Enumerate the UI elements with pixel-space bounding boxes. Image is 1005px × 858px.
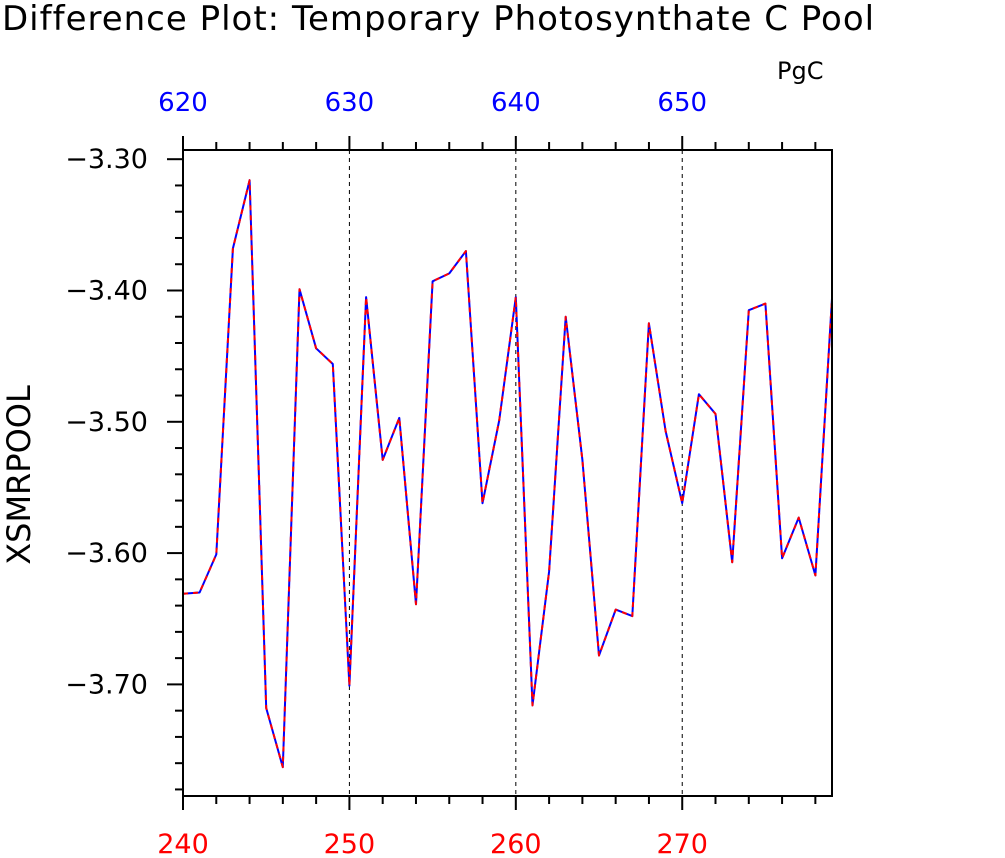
chart-title: Difference Plot: Temporary Photosynthate…: [2, 0, 875, 39]
x-bottom-tick-labels: 240 250 260 270: [157, 829, 708, 858]
units-label: PgC: [777, 57, 823, 85]
series-line-2: [182, 179, 833, 769]
y-tick-label: −3.70: [65, 669, 148, 700]
series-line-1: [182, 179, 833, 769]
y-tick-label: −3.40: [65, 275, 148, 306]
axis-ticks: [167, 136, 817, 810]
x-bottom-tick-label: 260: [490, 829, 542, 858]
grid-lines: [348, 150, 683, 796]
x-top-tick-label: 630: [325, 88, 375, 118]
x-top-tick-label: 620: [158, 88, 208, 118]
x-top-tick-label: 650: [657, 88, 707, 118]
y-tick-labels: −3.30 −3.40 −3.50 −3.60 −3.70: [65, 144, 148, 700]
series-lines: [182, 179, 833, 769]
y-tick-label: −3.60: [65, 538, 148, 569]
x-bottom-tick-label: 250: [324, 829, 376, 858]
plot-frame: [182, 149, 833, 797]
x-top-tick-labels: 620 630 640 650: [158, 88, 707, 118]
y-axis-label: XSMRPOOL: [0, 385, 38, 565]
y-tick-label: −3.50: [65, 407, 148, 438]
y-tick-label: −3.30: [65, 144, 148, 175]
x-bottom-tick-label: 240: [157, 829, 209, 858]
x-top-tick-label: 640: [491, 88, 541, 118]
x-bottom-tick-label: 270: [656, 829, 708, 858]
